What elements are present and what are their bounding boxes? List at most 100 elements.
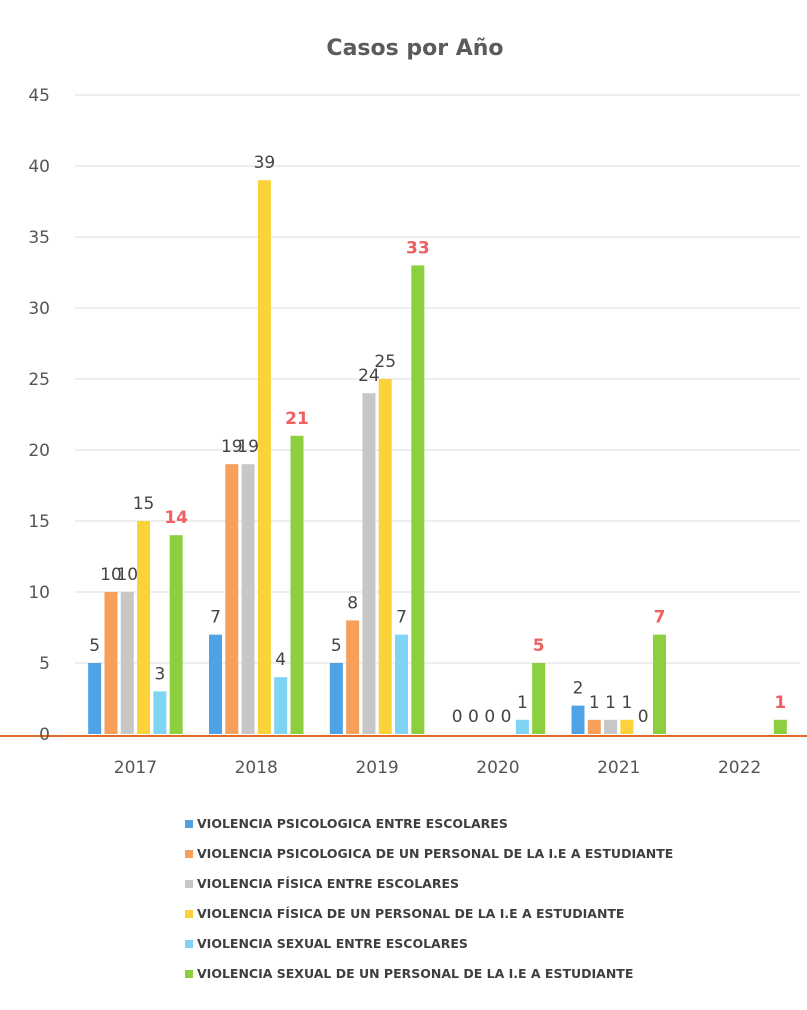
data-label: 24 — [358, 366, 380, 386]
bar — [411, 265, 425, 734]
x-tick-label: 2019 — [355, 758, 398, 778]
legend-swatch — [185, 880, 193, 888]
bar — [169, 535, 183, 734]
legend-item: VIOLENCIA FÍSICA DE UN PERSONAL DE LA I.… — [185, 906, 624, 921]
chart-title: Casos por Año — [326, 36, 503, 61]
bar — [362, 393, 376, 734]
legend-label: VIOLENCIA FÍSICA ENTRE ESCOLARES — [197, 876, 459, 891]
data-label: 0 — [501, 707, 512, 727]
bar — [225, 464, 239, 734]
legend-label: VIOLENCIA PSICOLOGICA ENTRE ESCOLARES — [197, 816, 508, 831]
y-tick-label: 45 — [28, 86, 50, 106]
gridlines — [0, 94, 807, 737]
y-tick-label: 15 — [28, 512, 50, 532]
legend-swatch — [185, 850, 193, 858]
bar — [104, 592, 118, 734]
bar — [290, 435, 304, 734]
bar — [653, 634, 666, 734]
bar — [773, 719, 787, 734]
legend-label: VIOLENCIA SEXUAL ENTRE ESCOLARES — [197, 936, 468, 951]
legend-label: VIOLENCIA PSICOLOGICA DE UN PERSONAL DE … — [197, 846, 673, 861]
bar — [532, 663, 546, 734]
bar — [209, 634, 222, 734]
data-label: 25 — [374, 352, 396, 372]
data-label: 39 — [254, 153, 276, 173]
bar — [329, 663, 343, 734]
y-tick-label: 10 — [28, 583, 50, 603]
data-label: 0 — [468, 707, 479, 727]
data-label: 1 — [589, 693, 600, 713]
legend-label: VIOLENCIA FÍSICA DE UN PERSONAL DE LA I.… — [197, 906, 624, 921]
data-label: 3 — [154, 664, 165, 684]
data-label: 8 — [347, 593, 358, 613]
bar — [88, 663, 102, 734]
bar — [515, 719, 529, 734]
data-label: 10 — [100, 565, 122, 585]
data-label: 5 — [331, 636, 342, 656]
x-tick-label: 2018 — [235, 758, 278, 778]
y-tick-label: 30 — [28, 299, 50, 319]
bar — [257, 180, 271, 734]
bar — [571, 705, 585, 734]
data-label: 0 — [484, 707, 495, 727]
y-tick-label: 35 — [28, 228, 50, 248]
data-label: 19 — [237, 437, 259, 457]
bar — [620, 719, 634, 734]
bar — [274, 677, 288, 734]
data-label: 19 — [221, 437, 243, 457]
legend-item: VIOLENCIA PSICOLOGICA ENTRE ESCOLARES — [185, 816, 508, 831]
bar — [137, 521, 151, 734]
data-label: 4 — [275, 650, 286, 670]
x-tick-label: 2017 — [114, 758, 157, 778]
data-label: 7 — [396, 608, 407, 628]
data-label: 5 — [533, 636, 545, 656]
bar — [604, 719, 618, 734]
legend-swatch — [185, 820, 193, 828]
bar — [120, 592, 134, 734]
y-tick-label: 25 — [28, 370, 50, 390]
legend-swatch — [185, 910, 193, 918]
bar — [587, 719, 601, 734]
bars — [88, 180, 787, 734]
data-label: 0 — [638, 707, 649, 727]
legend-item: VIOLENCIA SEXUAL DE UN PERSONAL DE LA I.… — [185, 966, 633, 981]
bar — [241, 464, 255, 734]
legend-item: VIOLENCIA PSICOLOGICA DE UN PERSONAL DE … — [185, 846, 673, 861]
data-label: 2 — [573, 679, 584, 699]
x-tick-label: 2022 — [718, 758, 761, 778]
legend-item: VIOLENCIA FÍSICA ENTRE ESCOLARES — [185, 876, 459, 891]
data-label: 7 — [210, 608, 221, 628]
legend-label: VIOLENCIA SEXUAL DE UN PERSONAL DE LA I.… — [197, 966, 633, 981]
data-label: 1 — [621, 693, 632, 713]
data-label: 1 — [517, 693, 528, 713]
x-axis: 2017 2018 2019 2020 2021 2022 — [114, 758, 761, 778]
bar — [378, 379, 392, 734]
y-tick-label: 5 — [39, 654, 50, 674]
legend-swatch — [185, 940, 193, 948]
bar — [346, 620, 360, 734]
y-tick-label: 40 — [28, 157, 50, 177]
y-axis: 0 5 10 15 20 25 30 35 40 45 — [28, 86, 50, 745]
legend: VIOLENCIA PSICOLOGICA ENTRE ESCOLARES VIO… — [185, 816, 673, 981]
data-label: 33 — [406, 238, 430, 258]
data-label: 1 — [605, 693, 616, 713]
data-label: 0 — [452, 707, 463, 727]
data-label: 1 — [774, 693, 786, 713]
data-label: 5 — [89, 636, 100, 656]
data-label: 21 — [285, 409, 309, 429]
legend-swatch — [185, 970, 193, 978]
data-label: 10 — [116, 565, 138, 585]
x-tick-label: 2020 — [476, 758, 519, 778]
y-tick-label: 20 — [28, 441, 50, 461]
data-label: 14 — [164, 508, 188, 528]
data-label: 15 — [133, 494, 155, 514]
legend-item: VIOLENCIA SEXUAL ENTRE ESCOLARES — [185, 936, 468, 951]
bar — [395, 634, 409, 734]
x-tick-label: 2021 — [597, 758, 640, 778]
y-tick-label: 0 — [39, 725, 50, 745]
bar — [153, 691, 167, 734]
data-label: 7 — [654, 608, 666, 628]
